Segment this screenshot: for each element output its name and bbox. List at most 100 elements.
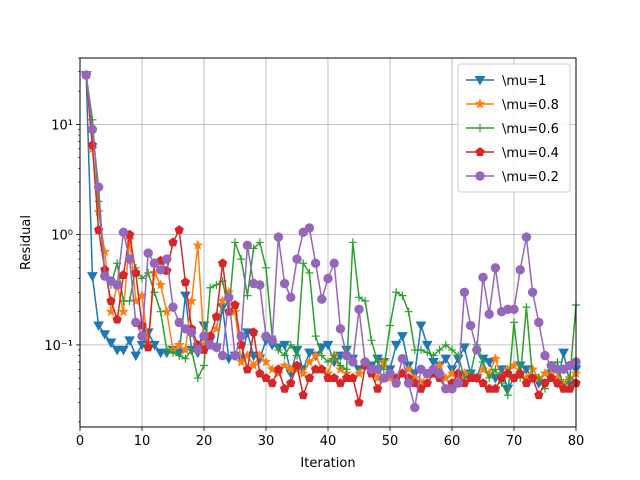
data-point bbox=[515, 265, 525, 275]
data-point bbox=[348, 357, 358, 367]
data-point bbox=[386, 321, 394, 330]
data-point bbox=[479, 357, 487, 366]
data-point bbox=[260, 356, 272, 367]
data-point bbox=[243, 291, 252, 300]
x-tick-label: 40 bbox=[320, 434, 337, 449]
data-point bbox=[534, 390, 544, 400]
data-point bbox=[435, 345, 444, 354]
data-point bbox=[509, 304, 519, 315]
data-point bbox=[255, 238, 264, 247]
data-point bbox=[100, 271, 110, 281]
data-point bbox=[491, 365, 500, 374]
data-point bbox=[317, 364, 327, 374]
data-point bbox=[155, 279, 166, 290]
data-point bbox=[546, 373, 556, 383]
data-point bbox=[336, 361, 345, 370]
data-point bbox=[286, 292, 296, 303]
data-point bbox=[242, 240, 253, 251]
data-point bbox=[162, 254, 172, 264]
legend-box bbox=[457, 63, 571, 193]
data-point bbox=[391, 378, 401, 388]
data-point bbox=[224, 292, 234, 303]
data-point bbox=[478, 272, 488, 283]
data-point bbox=[131, 267, 141, 277]
data-point bbox=[459, 287, 470, 297]
data-point bbox=[330, 351, 339, 360]
legend-label: \mu=0.4 bbox=[502, 146, 559, 161]
data-point bbox=[230, 350, 240, 361]
data-point bbox=[472, 373, 482, 383]
legend-label: \mu=0.8 bbox=[502, 98, 559, 113]
data-point bbox=[305, 268, 314, 277]
data-point bbox=[143, 248, 153, 258]
data-point bbox=[292, 254, 302, 264]
data-point bbox=[397, 332, 408, 342]
data-point bbox=[348, 238, 357, 247]
data-point bbox=[454, 351, 463, 360]
data-point bbox=[262, 263, 270, 272]
data-point bbox=[353, 367, 365, 379]
legend-item: \mu=0.8 bbox=[466, 98, 559, 113]
data-point bbox=[186, 295, 197, 306]
data-point bbox=[293, 351, 301, 360]
data-point bbox=[118, 345, 129, 356]
data-point bbox=[323, 273, 333, 284]
data-point bbox=[217, 350, 228, 361]
data-point bbox=[155, 265, 166, 275]
data-point bbox=[422, 378, 432, 388]
data-point bbox=[417, 345, 425, 354]
data-point bbox=[373, 357, 382, 366]
data-point bbox=[472, 345, 482, 355]
data-point bbox=[324, 357, 332, 366]
data-point bbox=[385, 368, 395, 379]
x-tick-label: 80 bbox=[568, 434, 585, 449]
data-point bbox=[200, 361, 208, 370]
y-axis-label: Residual bbox=[19, 215, 34, 270]
data-point bbox=[99, 330, 111, 340]
data-point bbox=[298, 390, 308, 400]
legend-item: \mu=0.6 bbox=[466, 122, 559, 137]
data-point bbox=[421, 340, 433, 351]
legend-label: \mu=0.6 bbox=[502, 122, 559, 137]
axes: 0 10 20 30 40 50 60 70 80 10⁻¹ 10⁰ 10¹ bbox=[44, 57, 585, 449]
data-point bbox=[144, 268, 153, 277]
data-point bbox=[168, 302, 178, 312]
legend-marker bbox=[475, 147, 485, 156]
data-point bbox=[248, 327, 259, 337]
x-tick-label: 50 bbox=[382, 434, 399, 449]
data-point bbox=[354, 397, 364, 407]
data-point bbox=[297, 367, 309, 379]
data-point bbox=[206, 283, 215, 292]
data-point bbox=[236, 331, 246, 341]
data-point bbox=[355, 293, 363, 302]
data-point bbox=[169, 348, 177, 357]
data-point bbox=[342, 365, 351, 374]
data-point bbox=[434, 359, 445, 371]
data-point bbox=[415, 321, 427, 331]
data-point bbox=[81, 70, 91, 80]
data-point bbox=[552, 378, 563, 388]
data-point bbox=[429, 351, 438, 360]
data-point bbox=[231, 238, 239, 247]
data-point bbox=[372, 383, 383, 393]
data-point bbox=[304, 373, 315, 383]
data-point bbox=[540, 350, 550, 361]
data-point bbox=[118, 270, 129, 280]
data-point bbox=[367, 336, 376, 345]
x-tick-label: 60 bbox=[444, 434, 461, 449]
data-point bbox=[392, 288, 401, 297]
data-point bbox=[93, 182, 104, 192]
data-point bbox=[410, 402, 420, 413]
data-point bbox=[180, 344, 191, 355]
data-point bbox=[87, 124, 98, 135]
data-point bbox=[248, 359, 259, 371]
data-point bbox=[274, 345, 283, 354]
data-point bbox=[310, 258, 321, 268]
data-point bbox=[118, 227, 129, 237]
legend-item: \mu=0.4 bbox=[466, 146, 559, 161]
data-point bbox=[485, 374, 494, 383]
data-point bbox=[93, 206, 104, 217]
data-point bbox=[255, 368, 265, 378]
data-point bbox=[510, 318, 518, 327]
data-point bbox=[212, 280, 221, 289]
